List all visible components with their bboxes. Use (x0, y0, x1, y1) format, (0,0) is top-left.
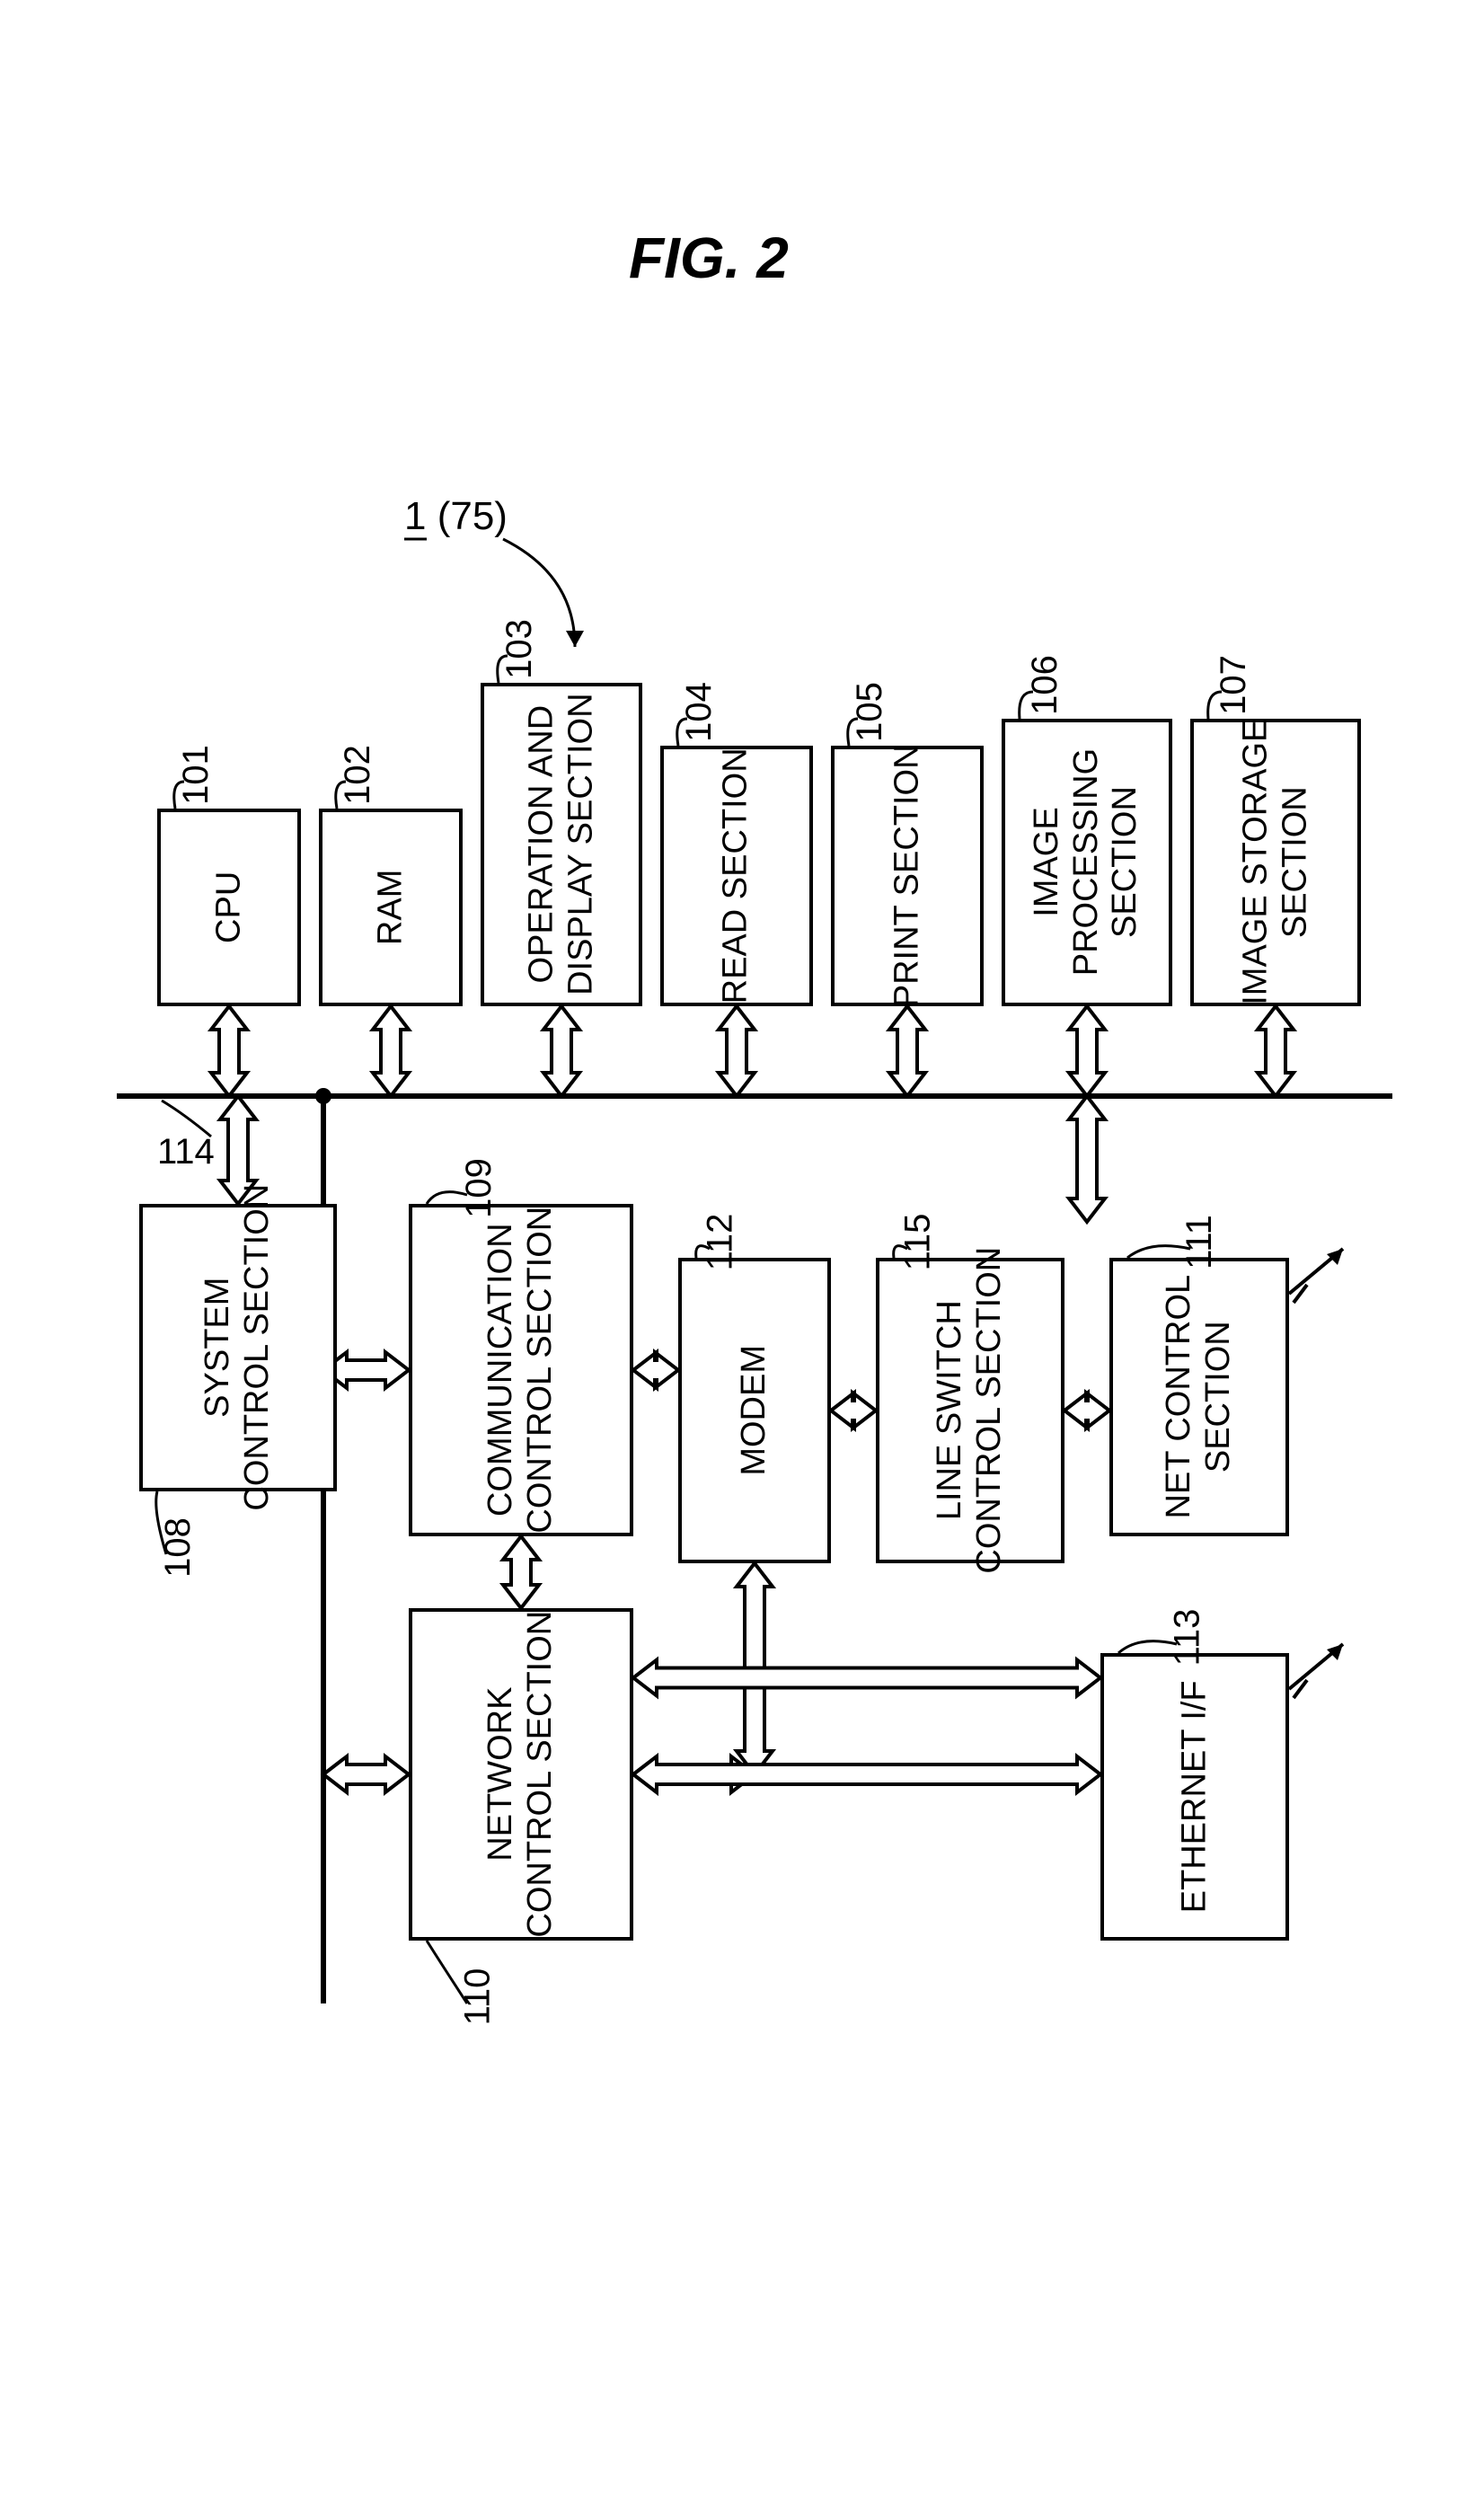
block-ips: IMAGE PROCESSING SECTION (1002, 719, 1172, 1006)
ref-label-105: 105 (850, 682, 890, 742)
block-label-modem: MODEM (735, 1345, 774, 1476)
block-print: PRINT SECTION (831, 746, 984, 1006)
block-label-ods: OPERATION AND DISPLAY SECTION (522, 694, 600, 995)
block-label-iss: IMAGE STORAGE SECTION (1236, 720, 1314, 1005)
block-label-ram: RAM (371, 870, 411, 945)
block-ods: OPERATION AND DISPLAY SECTION (481, 683, 642, 1006)
block-label-ccs: COMMUNICATION CONTROL SECTION (481, 1207, 560, 1534)
ref-label-106: 106 (1025, 655, 1065, 715)
block-ram: RAM (319, 809, 463, 1006)
ref-label-103: 103 (499, 619, 540, 679)
block-cpu: CPU (157, 809, 301, 1006)
block-eth: ETHERNET I/F (1100, 1653, 1289, 1941)
block-ccs: COMMUNICATION CONTROL SECTION (409, 1204, 633, 1536)
block-scs: SYSTEM CONTROL SECTION (139, 1204, 337, 1491)
block-modem: MODEM (678, 1258, 831, 1563)
block-iss: IMAGE STORAGE SECTION (1190, 719, 1361, 1006)
ref-label-110: 110 (457, 1968, 498, 2026)
block-lscs: LINE SWITCH CONTROL SECTION (876, 1258, 1064, 1563)
block-label-read: READ SECTION (717, 747, 756, 1004)
block-label-netc: NET CONTROL SECTION (1160, 1275, 1238, 1519)
ref-label-102: 102 (338, 745, 378, 805)
ref-label-104: 104 (679, 682, 720, 742)
ref-label-114: 114 (157, 1132, 215, 1172)
block-label-lscs: LINE SWITCH CONTROL SECTION (931, 1247, 1009, 1574)
block-label-cpu: CPU (209, 871, 249, 943)
ref-label-107: 107 (1214, 655, 1254, 715)
ref-label-113: 113 (1167, 1609, 1207, 1667)
device-ref-label: 1 (75) (404, 494, 508, 539)
block-label-print: PRINT SECTION (888, 745, 927, 1008)
block-label-scs: SYSTEM CONTROL SECTION (199, 1184, 277, 1511)
ref-label-109: 109 (459, 1158, 499, 1218)
block-read: READ SECTION (660, 746, 813, 1006)
block-label-ncs: NETWORK CONTROL SECTION (481, 1611, 560, 1938)
block-netc: NET CONTROL SECTION (1109, 1258, 1289, 1536)
block-label-ips: IMAGE PROCESSING SECTION (1028, 748, 1145, 976)
ref-label-108: 108 (158, 1517, 199, 1578)
ref-label-112: 112 (700, 1214, 740, 1271)
figure-title: FIG. 2 (629, 225, 789, 291)
block-ncs: NETWORK CONTROL SECTION (409, 1608, 633, 1941)
ref-label-101: 101 (176, 745, 216, 805)
ref-label-115: 115 (897, 1214, 938, 1271)
ref-label-111: 111 (1179, 1215, 1220, 1269)
block-label-eth: ETHERNET I/F (1175, 1681, 1215, 1914)
